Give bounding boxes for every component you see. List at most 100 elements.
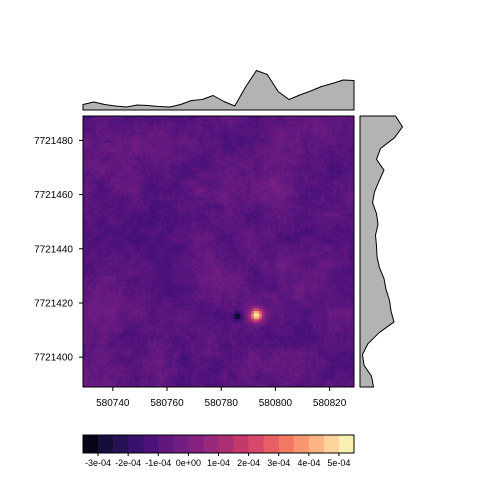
heatmap-cell [305, 186, 309, 190]
heatmap-cell [175, 124, 179, 128]
heatmap-cell [324, 237, 328, 242]
heatmap-cell [307, 178, 311, 182]
heatmap-cell [101, 172, 106, 176]
heatmap-cell [215, 159, 219, 163]
heatmap-cell [185, 189, 190, 193]
heatmap-cell [280, 164, 284, 168]
heatmap-cell [242, 178, 246, 182]
heatmap-cell [207, 134, 211, 139]
heatmap-cell [302, 183, 306, 187]
heatmap-cell [88, 170, 92, 174]
heatmap-cell [299, 216, 303, 220]
heatmap-cell [275, 224, 279, 228]
heatmap-cell [269, 175, 274, 179]
heatmap-cell [302, 191, 306, 195]
heatmap-cell [177, 137, 181, 141]
heatmap-cell [340, 172, 344, 176]
heatmap-cell [226, 200, 230, 204]
heatmap-cell [88, 156, 92, 160]
heatmap-cell [345, 240, 349, 244]
heatmap-cell [218, 172, 222, 176]
heatmap-cell [158, 240, 162, 244]
heatmap-cell [172, 229, 176, 233]
heatmap-cell [275, 202, 279, 206]
heatmap-cell [158, 140, 162, 144]
heatmap-cell [283, 132, 287, 136]
heatmap-cell [343, 170, 347, 174]
heatmap-cell [335, 243, 339, 247]
heatmap-cell [148, 216, 152, 220]
heatmap-cell [299, 232, 303, 236]
heatmap-cell [158, 202, 162, 206]
heatmap-cell [199, 248, 203, 252]
heatmap-cell [259, 237, 263, 242]
heatmap-cell [259, 216, 263, 220]
heatmap-cell [150, 200, 154, 204]
heatmap-cell [204, 194, 209, 198]
heatmap-cell [123, 164, 127, 168]
heatmap-cell [326, 116, 330, 120]
heatmap-cell [321, 151, 325, 155]
heatmap-cell [229, 162, 233, 166]
heatmap-cell [156, 191, 160, 195]
heatmap-cell [167, 153, 171, 157]
heatmap-cell [324, 124, 328, 128]
heatmap-cell [161, 151, 165, 155]
heatmap-cell [321, 124, 325, 128]
heatmap-cell [321, 237, 325, 242]
heatmap-cell [148, 210, 152, 214]
heatmap-cell [164, 194, 168, 198]
heatmap-cell [329, 162, 333, 166]
heatmap-cell [269, 170, 274, 174]
heatmap-cell [83, 170, 87, 174]
heatmap-cell [256, 232, 260, 236]
heatmap-cell [253, 134, 257, 139]
heatmap-cell [245, 224, 249, 228]
heatmap-cell [126, 134, 130, 139]
heatmap-cell [104, 194, 108, 198]
heatmap-cell [142, 116, 146, 120]
heatmap-cell [310, 200, 314, 204]
heatmap-cell [351, 126, 355, 130]
heatmap-cell [210, 143, 214, 147]
heatmap-cell [153, 126, 157, 130]
heatmap-cell [145, 170, 149, 174]
heatmap-cell [158, 124, 162, 128]
heatmap-cell [183, 151, 187, 155]
heatmap-cell [264, 218, 268, 223]
heatmap-cell [207, 240, 211, 244]
heatmap-cell [288, 202, 293, 206]
heatmap-cell [294, 164, 298, 168]
heatmap-cell [343, 156, 347, 160]
heatmap-cell [101, 243, 106, 247]
heatmap-cell [332, 216, 336, 220]
heatmap-cell [148, 246, 152, 250]
heatmap-cell [180, 186, 184, 190]
heatmap-cell [137, 167, 141, 171]
heatmap-cell [172, 237, 176, 242]
heatmap-cell [253, 227, 257, 231]
heatmap-cell [307, 191, 311, 195]
heatmap-cell [264, 116, 268, 120]
heatmap-cell [188, 243, 192, 247]
heatmap-cell [134, 248, 138, 252]
heatmap-cell [153, 197, 157, 201]
heatmap-cell [115, 148, 119, 152]
heatmap-cell [280, 132, 284, 136]
heatmap-cell [275, 124, 279, 128]
heatmap-cell [96, 213, 100, 217]
heatmap-cell [229, 191, 233, 195]
heatmap-cell [332, 213, 336, 217]
heatmap-cell [218, 148, 222, 152]
heatmap-cell [183, 189, 187, 193]
heatmap-cell [240, 156, 244, 160]
heatmap-cell [223, 167, 227, 171]
heatmap-cell [286, 153, 290, 157]
heatmap-cell [142, 126, 146, 130]
heatmap-cell [218, 224, 222, 228]
heatmap-cell [272, 197, 276, 201]
heatmap-cell [115, 232, 119, 236]
heatmap-cell [297, 126, 301, 130]
heatmap-cell [288, 229, 293, 233]
heatmap-cell [85, 167, 89, 171]
